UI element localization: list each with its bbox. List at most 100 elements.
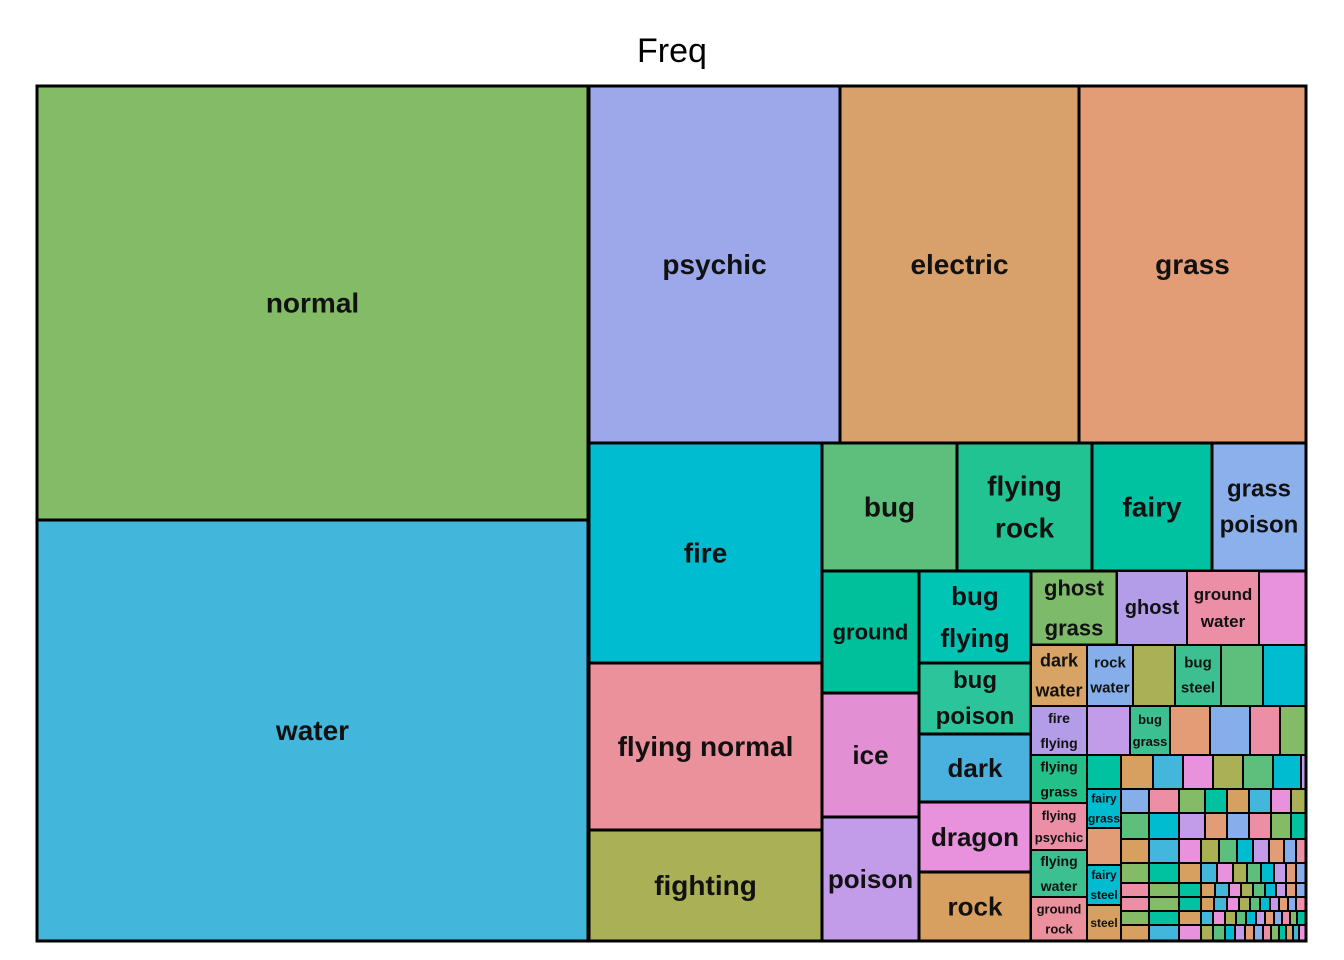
tile-label-ghost-grass-line-1: ghost	[1044, 576, 1105, 601]
filler-tile	[1236, 838, 1254, 864]
filler-tile	[1120, 882, 1150, 898]
tile-label-fighting: fighting	[654, 870, 757, 901]
filler-tile	[1148, 812, 1180, 840]
treemap-tile-fairy-steel: fairy steel	[1086, 864, 1122, 906]
filler-tile	[1285, 882, 1297, 898]
tile-label-grass: grass	[1155, 249, 1230, 280]
filler-tile	[1226, 896, 1240, 912]
treemap-tile-fairy-grass: fairy grass	[1086, 788, 1122, 829]
tile-label-flying-grass-line-1: flying	[1040, 759, 1077, 775]
treemap-tile-water: water	[35, 518, 590, 943]
treemap-tile-bug-poison: bug poison	[917, 661, 1033, 736]
tile-rect-flying-rock	[955, 441, 1094, 573]
filler-tile	[1259, 896, 1271, 912]
tile-label-grass-poison-line-2: poison	[1220, 512, 1299, 539]
treemap-tile-flying-water: flying water	[1030, 849, 1088, 898]
filler-tile	[1279, 705, 1307, 756]
filler-tile	[1272, 754, 1302, 790]
tile-rect-normal	[35, 84, 590, 522]
tile-rect-steel	[1086, 904, 1122, 942]
tile-label-normal: normal	[266, 288, 359, 319]
filler-tile	[1086, 705, 1131, 756]
chart-title: Freq	[637, 32, 707, 70]
treemap-tile-ice: ice	[820, 691, 921, 819]
treemap-tile-poison: poison	[820, 815, 921, 943]
filler-tile	[1244, 924, 1255, 942]
treemap-tile-bug-steel: bug steel	[1174, 644, 1222, 707]
filler-tile	[1281, 910, 1291, 926]
filler-tile	[1178, 882, 1202, 898]
filler-tile	[1240, 882, 1254, 898]
filler-tile	[1214, 882, 1230, 898]
filler-tile	[1228, 882, 1242, 898]
treemap-tile-dragon: dragon	[917, 800, 1033, 874]
tile-rect-dark	[917, 732, 1033, 804]
filler-tile	[1200, 882, 1216, 898]
tile-rect-bug-steel	[1174, 644, 1222, 707]
filler-tile	[1148, 882, 1180, 898]
filler-tile	[1224, 924, 1236, 942]
tile-label-flying-rock-line-1: flying	[987, 471, 1062, 502]
filler-tile	[1264, 910, 1275, 926]
tile-rect-dragon	[917, 800, 1033, 874]
filler-tile	[1200, 862, 1218, 884]
filler-tile	[1178, 896, 1202, 912]
tile-label-flying-grass-line-2: grass	[1040, 784, 1078, 800]
tile-label-flying-water-line-1: flying	[1040, 853, 1077, 869]
treemap-tile-electric: electric	[838, 84, 1081, 445]
tile-label-flying-normal: flying normal	[618, 731, 794, 762]
filler-tile	[1264, 882, 1277, 898]
filler-tile	[1249, 705, 1281, 756]
tile-label-flying-rock-line-2: rock	[995, 513, 1055, 544]
filler-tile	[1200, 896, 1215, 912]
filler-tile	[1178, 812, 1206, 840]
tile-label-fairy-grass-line-1: fairy	[1091, 792, 1117, 806]
filler-tile	[1270, 812, 1292, 840]
filler-tile	[1120, 862, 1150, 884]
tile-label-ground-water-line-1: ground	[1194, 585, 1253, 604]
tile-label-poison: poison	[828, 864, 913, 894]
filler-tile	[1226, 788, 1250, 814]
filler-tile	[1148, 788, 1180, 814]
filler-tile	[1253, 924, 1264, 942]
filler-tile	[1178, 838, 1202, 864]
tile-label-bug-flying-line-2: flying	[940, 623, 1009, 653]
filler-tile	[1200, 910, 1214, 926]
filler-tile	[1273, 862, 1287, 884]
tile-rect-fire-flying	[1030, 705, 1088, 756]
treemap-tile-bug-flying: bug flying	[917, 569, 1033, 665]
filler-tile	[1249, 896, 1261, 912]
filler-tile	[1200, 838, 1220, 864]
filler-tile	[1182, 754, 1214, 790]
tile-label-bug-poison-line-2: poison	[936, 703, 1015, 730]
treemap-tile-dark-water: dark water	[1030, 644, 1088, 707]
tile-label-flying-psychic-line-2: psychic	[1035, 830, 1083, 845]
filler-tile	[1238, 896, 1251, 912]
treemap-tile-fighting: fighting	[587, 828, 824, 943]
filler-tile	[1246, 862, 1262, 884]
filler-tile	[1178, 924, 1202, 942]
tile-rect-bug	[820, 441, 959, 573]
filler-tile	[1226, 812, 1250, 840]
filler-tile	[1086, 827, 1122, 866]
tile-rect-bug-grass	[1129, 705, 1171, 756]
filler-tile	[1285, 862, 1297, 884]
filler-tile	[1232, 862, 1248, 884]
treemap-tile-rock: rock	[917, 870, 1033, 943]
treemap-tile-dark: dark	[917, 732, 1033, 804]
filler-tile	[1120, 896, 1150, 912]
filler-tile	[1262, 644, 1307, 707]
treemap-tile-grass-poison: grass poison	[1210, 441, 1308, 573]
treemap-tile-ground-rock: ground rock	[1030, 896, 1088, 942]
tile-rect-fire	[587, 441, 824, 665]
filler-tile	[1248, 788, 1272, 814]
filler-tile	[1285, 924, 1294, 942]
filler-tile	[1204, 788, 1228, 814]
filler-tile	[1212, 754, 1244, 790]
filler-tile	[1252, 838, 1270, 864]
tile-rect-grass-poison	[1210, 441, 1308, 573]
filler-tile	[1148, 924, 1180, 942]
filler-tile	[1269, 896, 1280, 912]
filler-tile	[1148, 896, 1180, 912]
